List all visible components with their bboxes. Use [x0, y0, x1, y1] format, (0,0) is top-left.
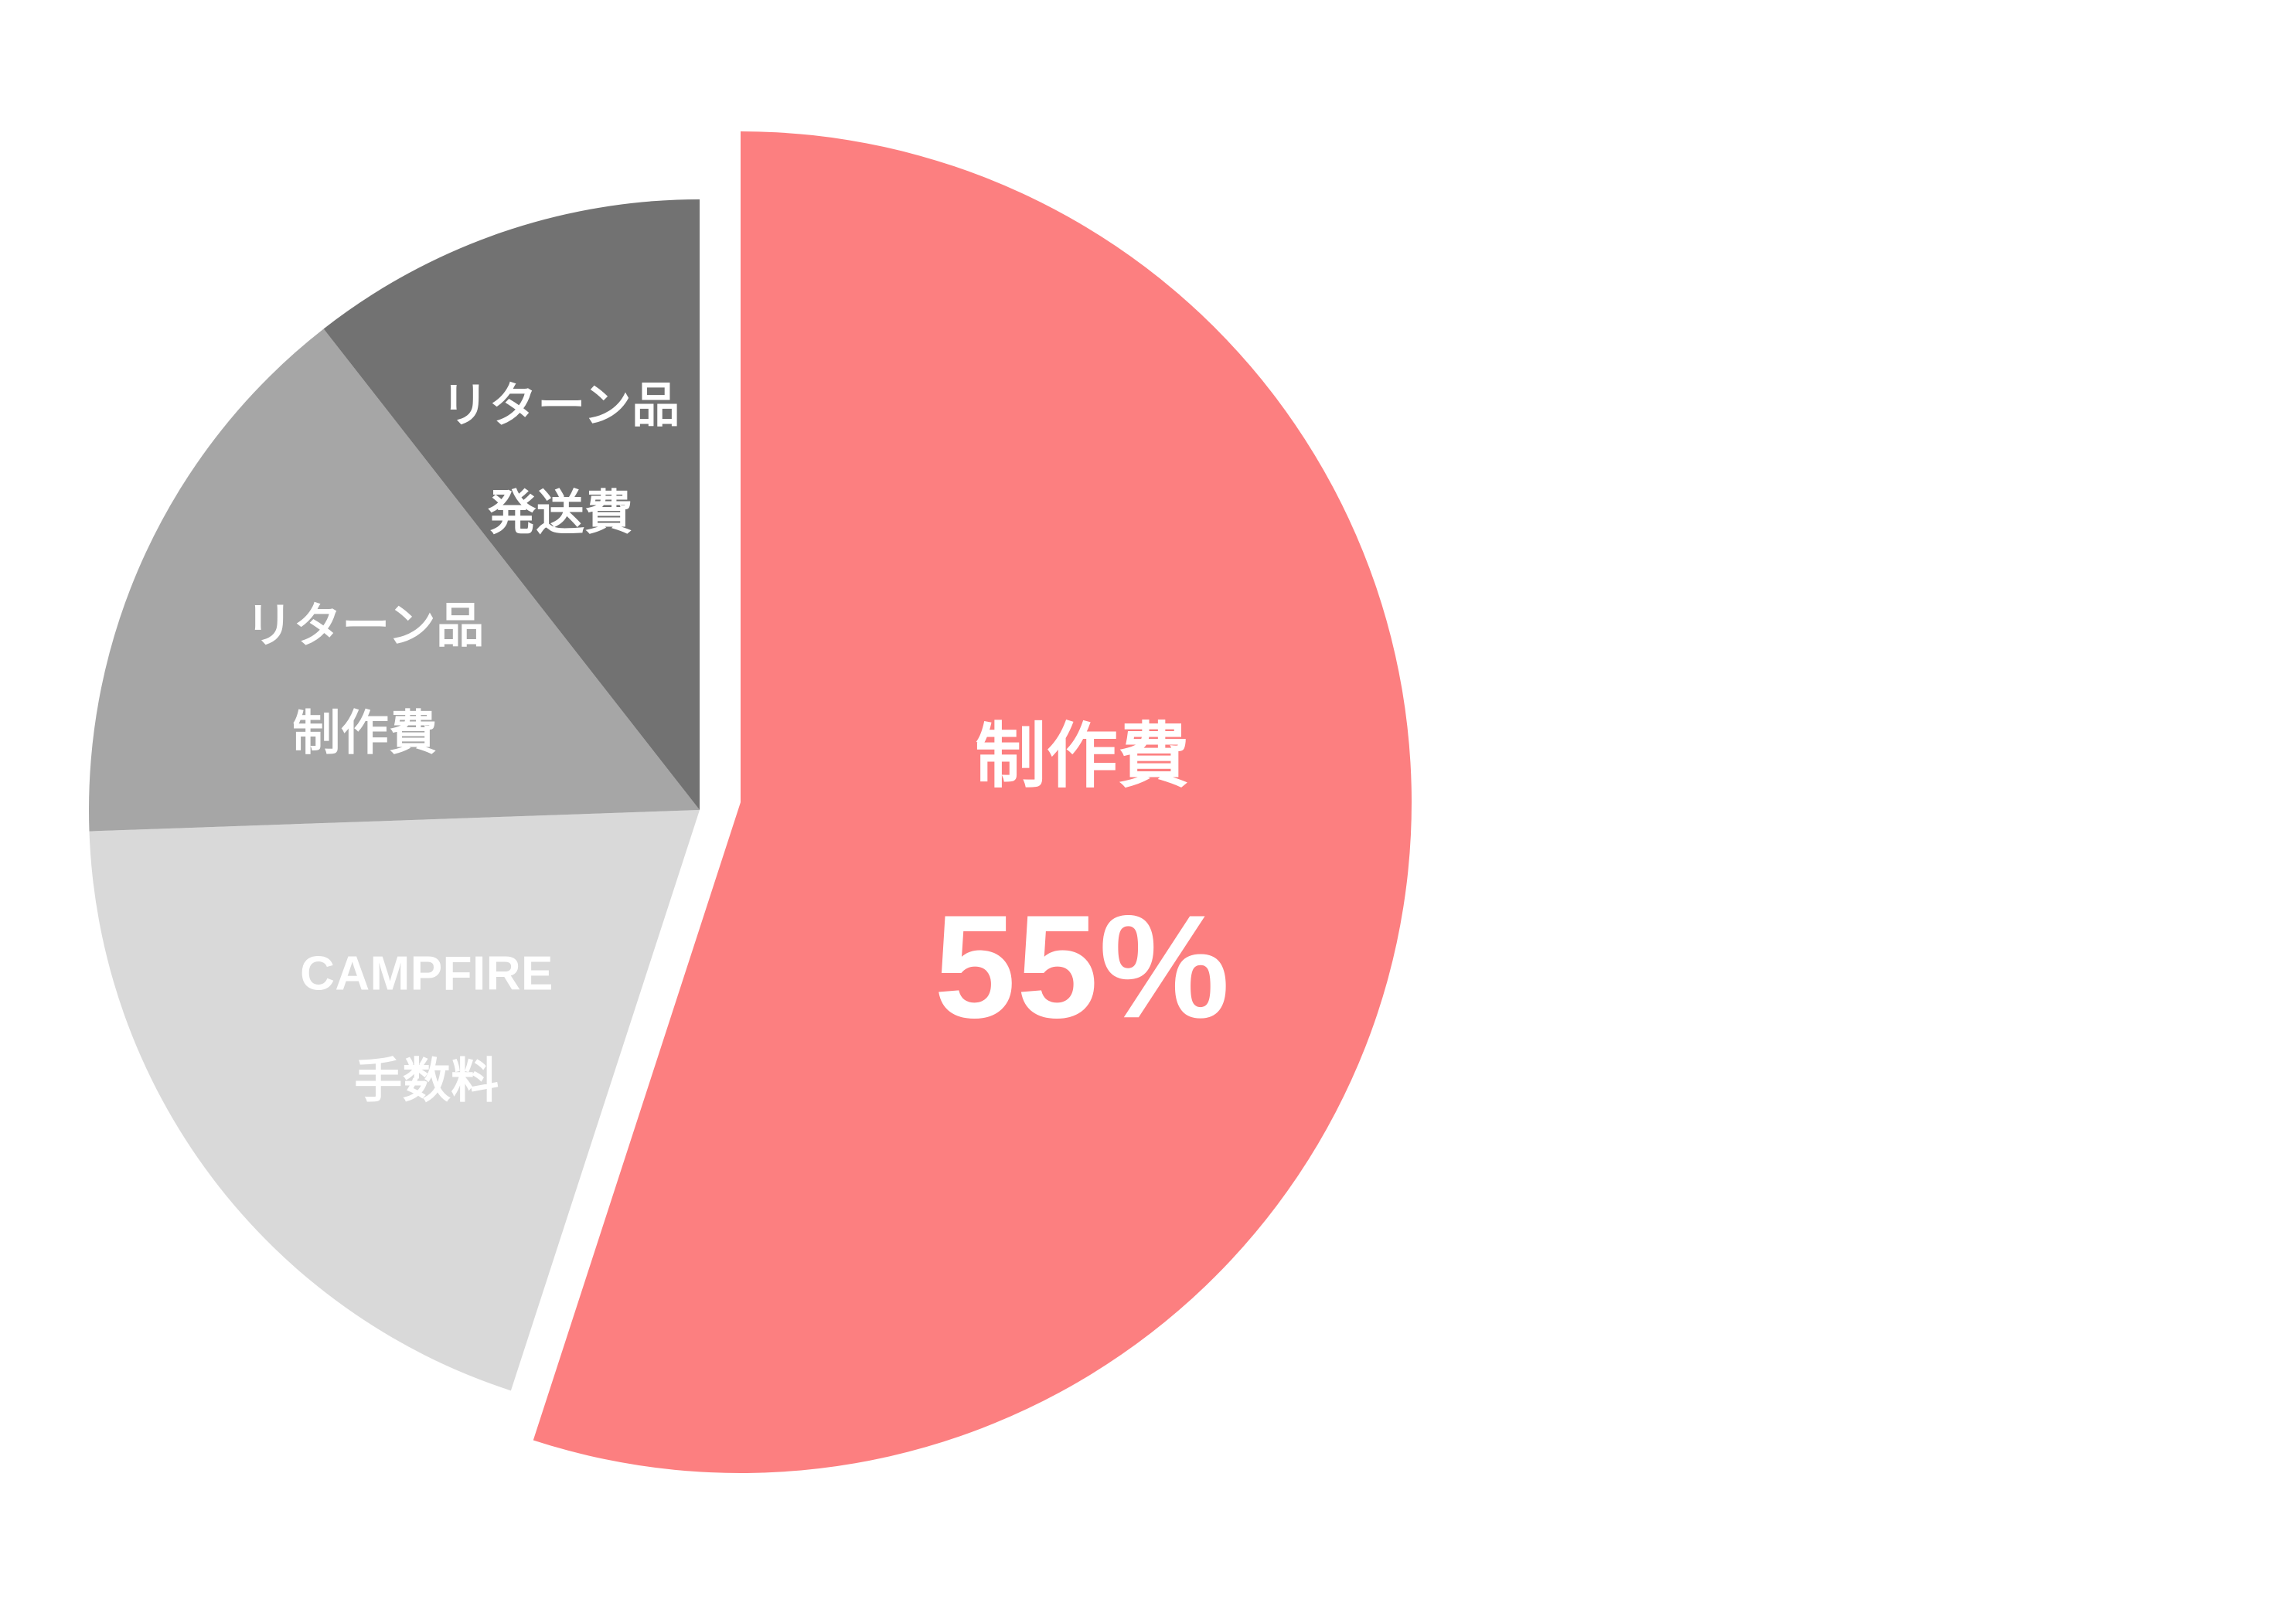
pie-slice — [89, 810, 700, 1391]
pie-slice — [323, 199, 700, 810]
pie-slices-group — [88, 131, 1412, 1473]
pie-slice — [533, 131, 1412, 1473]
pie-slice — [88, 328, 700, 832]
